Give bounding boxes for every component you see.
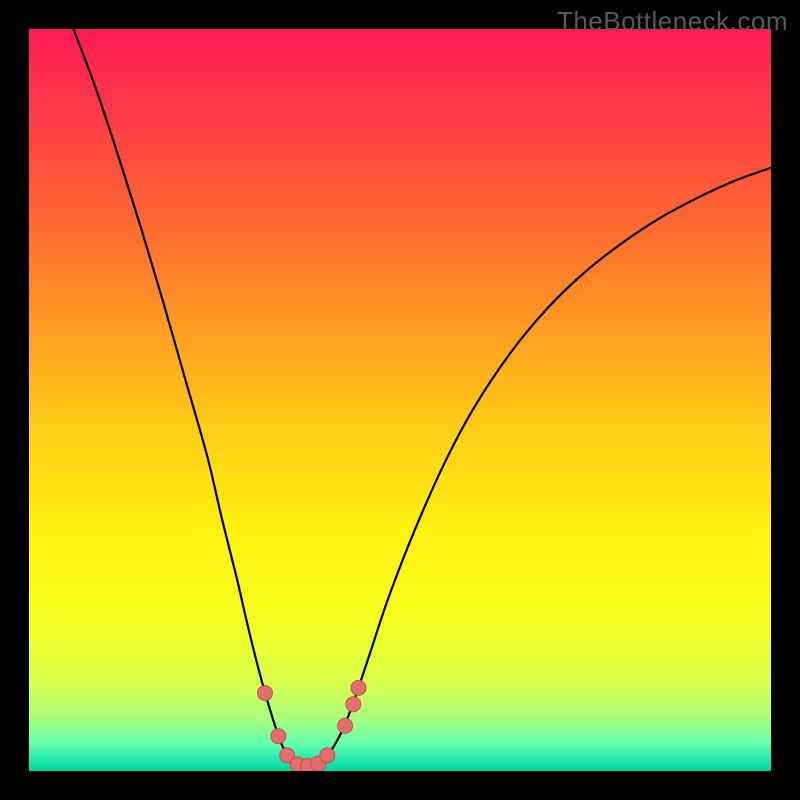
curve-marker: [257, 686, 272, 701]
curve-marker: [338, 718, 353, 733]
outer-frame: TheBottleneck.com: [0, 0, 800, 800]
curve-layer: [0, 0, 800, 800]
curve-marker: [351, 680, 366, 695]
curve-marker: [346, 697, 361, 712]
curve-marker: [320, 748, 335, 763]
curve-marker: [271, 729, 286, 744]
bottleneck-curve: [74, 29, 771, 766]
